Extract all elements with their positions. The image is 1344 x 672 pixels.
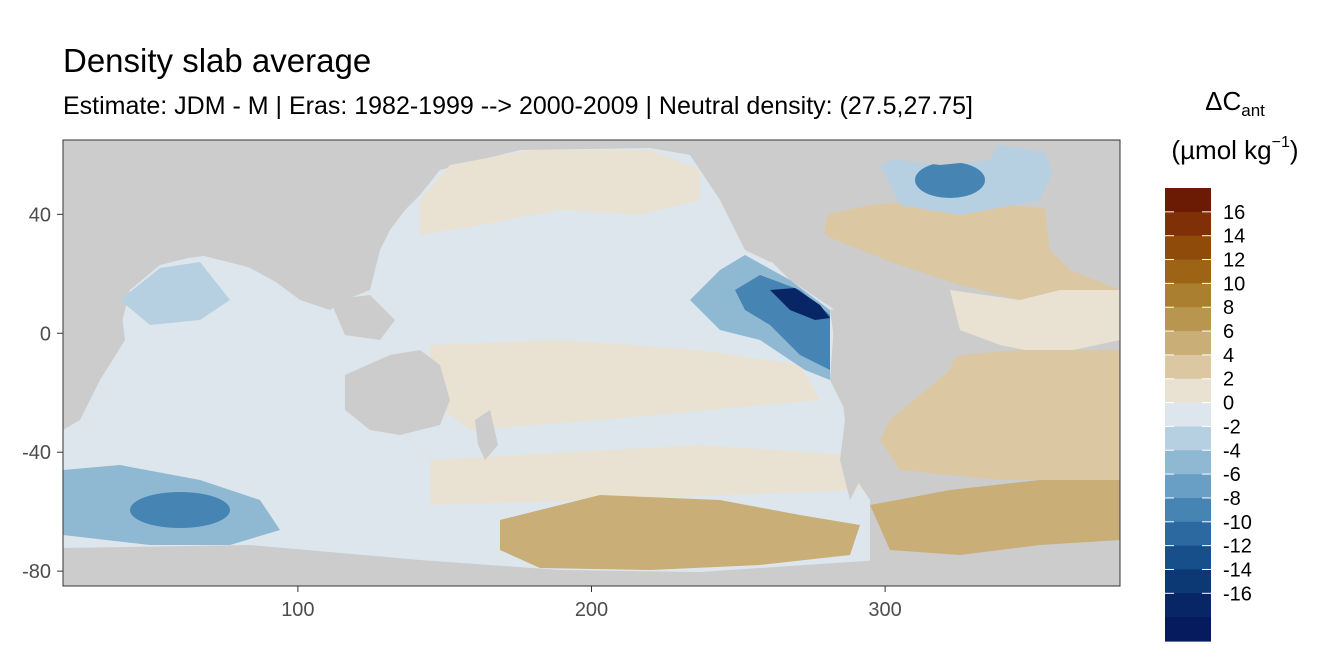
colorbar-label: 8: [1223, 297, 1234, 319]
legend-unit-close: ): [1289, 135, 1299, 165]
colorbar-label: 2: [1223, 369, 1234, 391]
colorbar-swatch: [1165, 378, 1211, 404]
north-pacific-beige: [420, 150, 700, 235]
x-tick-label: 300: [868, 599, 901, 621]
colorbar-swatch: [1165, 354, 1211, 380]
y-tick-label: 40: [29, 204, 51, 226]
atlantic-southern-ocean: [870, 480, 1120, 555]
south-atlantic: [880, 350, 1120, 480]
colorbar-label: -2: [1223, 416, 1241, 438]
colorbar-swatch: [1165, 474, 1211, 499]
subpolar-core: [915, 162, 985, 198]
plot-title: Density slab average: [63, 42, 372, 79]
africa-land: [63, 300, 125, 430]
colorbar-label: 4: [1223, 345, 1234, 367]
colorbar-swatch: [1165, 235, 1211, 261]
south-pacific-beige: [430, 340, 820, 430]
map-panel: [63, 140, 1120, 586]
colorbar-label: -10: [1223, 512, 1252, 534]
colorbar-label: -8: [1223, 488, 1241, 510]
colorbar-label: -6: [1223, 464, 1241, 486]
colorbar-swatch: [1165, 426, 1211, 451]
colorbar-swatch: [1165, 188, 1211, 213]
colorbar-swatch: [1165, 402, 1211, 428]
colorbar-label: -14: [1223, 559, 1252, 581]
south-pacific-band: [430, 445, 860, 505]
colorbar-swatch: [1165, 617, 1211, 642]
colorbar-swatch: [1165, 331, 1211, 356]
y-tick-label: -40: [22, 442, 51, 464]
colorbar-label: 16: [1223, 202, 1245, 224]
colorbar-swatch: [1165, 545, 1211, 571]
plot-subtitle: Estimate: JDM - M | Eras: 1982-1999 --> …: [63, 92, 973, 120]
colorbar-label: -16: [1223, 583, 1252, 605]
colorbar-label: 14: [1223, 226, 1245, 248]
arabian-sea: [120, 262, 230, 325]
new-zealand-land: [475, 410, 498, 460]
australia-land: [345, 350, 450, 435]
legend-title-symbol: ΔCant: [1160, 86, 1310, 121]
x-tick-label: 100: [281, 599, 314, 621]
colorbar-swatch: [1165, 283, 1211, 308]
colorbar-label: 6: [1223, 321, 1234, 343]
south-america-land: [830, 305, 960, 500]
etp-anomaly-core: [770, 288, 830, 320]
legend-unit-main: (µmol kg: [1171, 135, 1272, 165]
colorbar-swatch: [1165, 521, 1211, 547]
greenland-land: [880, 140, 1000, 165]
legend-symbol: ΔC: [1205, 86, 1242, 116]
colorbar-swatch: [1165, 211, 1211, 237]
colorbar-label: -4: [1223, 440, 1241, 462]
colorbar-swatch: [1165, 450, 1211, 475]
maritime-continent-land: [330, 295, 395, 340]
north-atlantic: [825, 200, 1120, 300]
antarctica-land: [63, 545, 1120, 586]
colorbar-label: 12: [1223, 250, 1245, 272]
y-tick-label: -80: [22, 561, 51, 583]
colorbar-swatch: [1165, 497, 1211, 523]
north-america-land: [680, 140, 880, 262]
colorbar-label: 0: [1223, 393, 1234, 415]
legend-unit-exponent: −1: [1271, 134, 1290, 151]
pacific-southern-ocean: [500, 495, 860, 570]
colorbar-swatch: [1165, 569, 1211, 594]
colorbar-swatch: [1165, 259, 1211, 284]
y-tick-label: 0: [40, 323, 51, 345]
colorbar-label: -12: [1223, 536, 1252, 558]
colorbar-swatch: [1165, 593, 1211, 618]
legend-title-unit: (µmol kg−1): [1160, 134, 1310, 166]
legend-subscript: ant: [1241, 101, 1265, 120]
colorbar-swatch: [1165, 307, 1211, 332]
asia-land: [63, 140, 440, 300]
southern-indian-core: [130, 492, 230, 528]
europe-africa-land: [1040, 140, 1120, 290]
tropical-atlantic: [950, 290, 1120, 355]
x-tick-label: 200: [575, 599, 608, 621]
colorbar-label: 10: [1223, 273, 1245, 295]
